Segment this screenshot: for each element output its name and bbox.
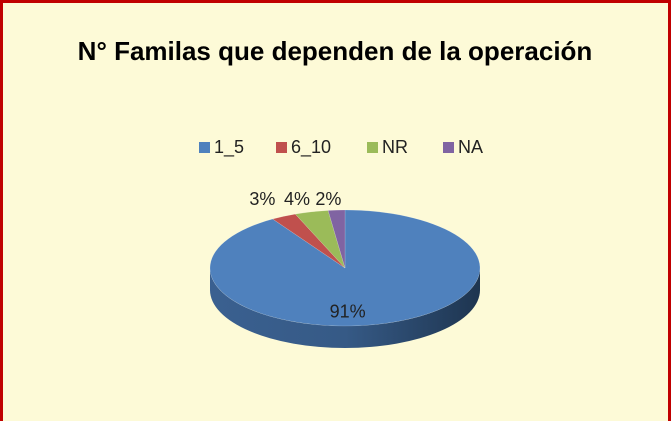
legend-label: 1_5	[214, 137, 244, 158]
pie-side	[210, 268, 480, 348]
legend-label: NR	[382, 137, 408, 157]
pie-slice	[327, 209, 346, 269]
chart-title: N° Familas que dependen de la operación	[77, 36, 593, 66]
pie-slice	[209, 209, 481, 327]
legend-swatch	[199, 142, 210, 153]
legend-label: NA	[458, 137, 483, 157]
legend-label: 6_10	[291, 137, 331, 158]
legend-swatch	[443, 142, 454, 153]
legend-swatch	[276, 142, 287, 153]
data-label: 4%	[284, 189, 310, 209]
legend-swatch	[367, 142, 378, 153]
data-label: 91%	[330, 302, 366, 322]
data-label: 2%	[315, 189, 341, 209]
pie-slice	[294, 210, 346, 269]
pie-slice	[272, 213, 346, 269]
data-label: 3%	[249, 189, 275, 209]
